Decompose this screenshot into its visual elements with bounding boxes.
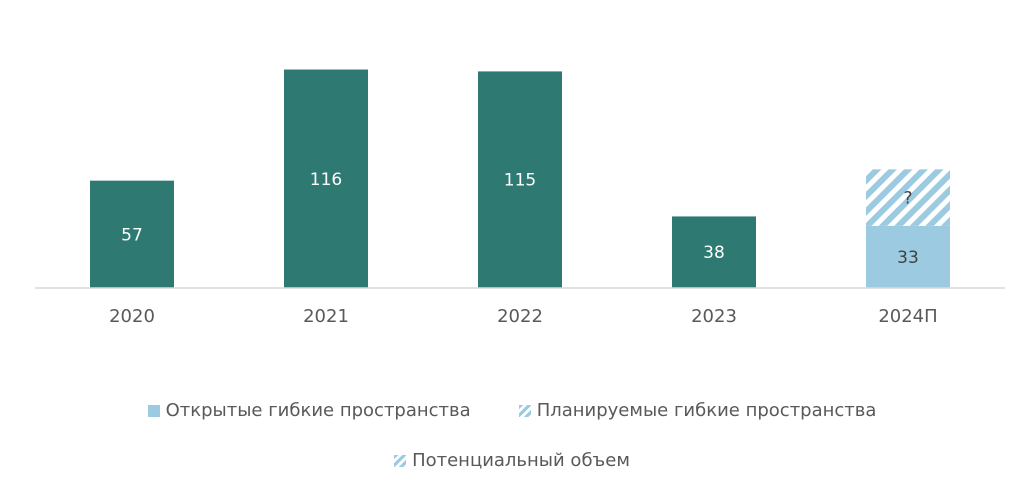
data-label-2021-s0: 116 (310, 170, 342, 190)
data-label-2023-s0: 38 (703, 243, 725, 263)
legend-row-1: Открытые гибкие пространства Планируемые… (0, 400, 1024, 421)
bar-2024П-s1 (866, 169, 950, 226)
x-tick-label-2022: 2022 (497, 306, 543, 327)
x-tick-label-2024П: 2024П (878, 306, 937, 327)
legend-item-potential: Потенциальный объем (394, 450, 630, 471)
x-tick-label-2023: 2023 (691, 306, 737, 327)
legend-label-potential: Потенциальный объем (412, 450, 630, 471)
legend-label-planned: Планируемые гибкие пространства (536, 400, 877, 421)
legend-row-2: Потенциальный объем (0, 450, 1024, 471)
solid-square-icon (147, 404, 160, 417)
x-tick-label-2020: 2020 (109, 306, 155, 327)
data-label-2020-s0: 57 (121, 225, 143, 245)
legend-item-planned: Планируемые гибкие пространства (518, 400, 877, 421)
data-label-2024П-s0: 33 (897, 248, 919, 268)
bar-2020-s0 (90, 180, 174, 288)
hatched-slash-icon (394, 454, 407, 467)
bar-2023-s0 (672, 216, 756, 288)
data-label-2022-s0: 115 (504, 171, 536, 191)
legend-label-open: Открытые гибкие пространства (165, 400, 471, 421)
hatched-square-icon (518, 404, 531, 417)
legend-item-open: Открытые гибкие пространства (147, 400, 471, 421)
bar-2021-s0 (284, 69, 368, 289)
x-tick-label-2021: 2021 (303, 306, 349, 327)
bar-chart: 57 116 115 38 33? 2020 2021 2022 2023 2024П (35, 69, 1005, 327)
data-label-2024П-s1: ? (903, 189, 912, 209)
bar-2022-s0 (478, 71, 562, 289)
bar-2024П-s0 (866, 225, 950, 288)
